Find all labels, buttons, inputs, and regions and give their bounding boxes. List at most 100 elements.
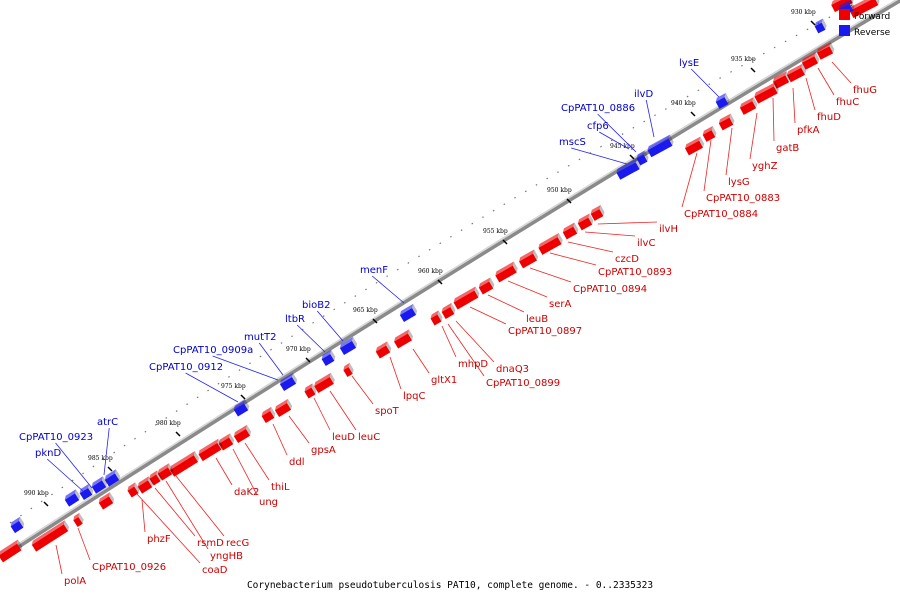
tick-label: 975 kbp	[221, 383, 246, 390]
gene-body	[79, 487, 93, 501]
label-leader	[272, 423, 288, 456]
tick-label: 965 kbp	[353, 307, 378, 314]
gene-bevel	[816, 42, 831, 53]
tick-label: 960 kbp	[418, 268, 443, 275]
gene-side	[63, 520, 70, 532]
tick-label: 945 kbp	[610, 143, 635, 150]
forward-gene-label: ilvC	[637, 238, 655, 249]
reverse-gene-block	[399, 303, 418, 322]
label-leader	[288, 415, 310, 444]
forward-gene-block	[31, 520, 70, 552]
legend-reverse-swatch	[839, 25, 850, 36]
gene-side	[849, 0, 855, 11]
gene-body	[321, 354, 335, 366]
gene-side	[474, 286, 480, 298]
forward-gene-block	[849, 0, 880, 18]
gene-side	[801, 63, 807, 75]
gene-body	[157, 467, 173, 481]
gene-bevel	[198, 438, 219, 455]
gene-side	[348, 362, 354, 374]
reverse-gene-block	[279, 372, 298, 392]
gene-body	[149, 474, 161, 486]
gene-side	[245, 424, 252, 436]
reverse-gene-block	[10, 516, 25, 534]
gene-bevel	[590, 204, 601, 214]
gene-bevel	[31, 520, 65, 545]
reverse-gene-block	[647, 134, 674, 158]
gene-body	[478, 281, 494, 295]
gene-side	[573, 222, 579, 234]
gene-side	[270, 406, 276, 418]
gene-body	[10, 520, 24, 534]
gene-side	[88, 483, 94, 495]
gene-side	[217, 438, 223, 450]
forward-gene-block	[801, 52, 820, 70]
gene-bevel	[453, 286, 476, 303]
gene-bevel	[441, 302, 452, 313]
gene-body	[718, 117, 734, 131]
reverse-gene-block	[233, 399, 250, 417]
tick-label: 935 kbp	[731, 56, 756, 63]
reverse-gene-label: cfp6	[587, 121, 609, 132]
gene-bevel	[538, 233, 559, 248]
forward-gene-label: leuC	[358, 432, 380, 443]
forward-gene-block	[441, 302, 456, 319]
gene-bevel	[495, 261, 514, 276]
gene-body	[73, 517, 83, 527]
tick-mark	[305, 357, 311, 363]
gene-side	[78, 512, 84, 524]
gene-bevel	[127, 482, 136, 491]
tick-label: 980 kbp	[156, 420, 181, 427]
gene-bevel	[478, 277, 491, 288]
legend-reverse-label: Reverse	[854, 28, 891, 38]
forward-gene-label: fhuG	[853, 85, 877, 96]
gene-side	[874, 0, 880, 6]
reverse-gene-label: mutT2	[244, 332, 276, 343]
forward-gene-label: ddl	[289, 457, 304, 468]
gene-body	[772, 75, 790, 89]
tick-mark	[690, 111, 696, 117]
forward-gene-block	[453, 286, 480, 310]
forward-gene-label: mhpD	[458, 359, 488, 370]
label-leader	[46, 458, 85, 493]
gene-bevel	[339, 336, 354, 349]
forward-gene-block	[157, 463, 174, 481]
legend: Forward Reverse	[839, 9, 891, 38]
gene-bevel	[430, 310, 439, 319]
label-leader	[549, 252, 597, 266]
tick-mark	[240, 394, 246, 400]
label-leader	[55, 544, 63, 575]
label-leader	[351, 375, 374, 405]
label-leader	[487, 294, 525, 313]
gene-body	[394, 333, 412, 349]
gene-side	[773, 82, 779, 94]
gene-bevel	[218, 433, 231, 444]
gene-body	[399, 308, 417, 322]
gene-bevel	[718, 113, 731, 124]
gene-side	[557, 233, 563, 245]
genome-backbone	[0, 0, 900, 561]
label-leader	[703, 139, 712, 192]
reverse-gene-block	[814, 18, 827, 34]
gene-body	[343, 367, 353, 377]
gene-body	[702, 130, 716, 142]
label-leader	[244, 442, 270, 481]
gene-body	[304, 387, 316, 399]
reverse-gene-label: lysE	[679, 58, 699, 69]
gene-bevel	[343, 362, 350, 371]
tick-mark	[372, 318, 378, 324]
gene-bevel	[754, 82, 776, 97]
forward-gene-block	[127, 482, 140, 498]
forward-gene-block	[816, 42, 835, 60]
forward-gene-label: polA	[64, 576, 86, 587]
forward-gene-block	[304, 383, 317, 399]
gene-body	[519, 253, 537, 269]
gene-body	[98, 496, 114, 510]
label-leader	[215, 457, 233, 486]
reverse-gene-label: CpPAT10_0923	[19, 432, 93, 443]
tick-label: 950 kbp	[547, 187, 572, 194]
gene-side	[699, 136, 705, 148]
gene-body	[233, 403, 249, 417]
gene-bevel	[814, 18, 823, 27]
reverse-gene-label: ltbR	[285, 314, 305, 325]
